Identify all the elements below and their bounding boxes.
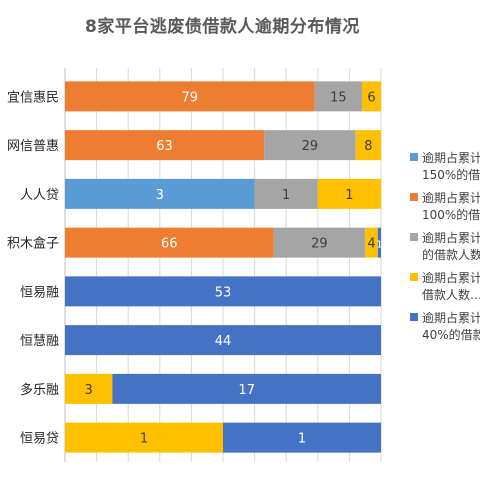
bar-segment	[65, 81, 315, 112]
legend-swatch	[410, 193, 418, 201]
data-label: 15	[330, 90, 347, 105]
bar-segment	[254, 178, 318, 209]
category-label: 积木盒子	[7, 236, 59, 252]
bar-segment	[65, 373, 113, 404]
bar-segment	[355, 130, 381, 161]
bar-segment	[317, 178, 381, 209]
bar-segment	[65, 227, 274, 258]
legend-label: 150%的借…	[422, 167, 480, 182]
data-label: 53	[215, 285, 232, 300]
data-label: 63	[156, 139, 173, 154]
data-label: 8	[364, 139, 372, 154]
bar-segment	[377, 227, 381, 258]
data-label: 1	[376, 240, 382, 251]
data-label: 79	[182, 90, 199, 105]
legend-label: 40%的借款…	[422, 327, 480, 342]
bar-segment	[264, 130, 356, 161]
bar-segment	[65, 422, 223, 453]
legend-label: 逾期占累计	[422, 190, 480, 205]
legend-swatch	[410, 233, 418, 241]
bar-segment	[112, 373, 382, 404]
data-label: 17	[238, 383, 255, 398]
bar-segment	[362, 81, 381, 112]
legend-label: 借款人数…	[422, 287, 480, 302]
legend-label: 逾期占累计	[422, 230, 480, 245]
data-label: 3	[85, 383, 93, 398]
data-label: 1	[282, 188, 290, 203]
data-label: 1	[298, 432, 306, 447]
data-label: 1	[345, 188, 353, 203]
data-label: 4	[367, 237, 375, 252]
legend-swatch	[410, 313, 418, 321]
legend-label: 逾期占累计	[422, 310, 480, 325]
category-label: 宜信惠民	[7, 90, 59, 105]
legend-label: 100%的借…	[422, 207, 480, 222]
category-label: 恒易贷	[20, 432, 59, 447]
bar-segment	[273, 227, 366, 258]
bar-segment	[314, 81, 363, 112]
chart-title: 8家平台逃废债借款人逾期分布情况	[85, 17, 360, 37]
category-label: 恒易融	[20, 285, 59, 300]
data-label: 3	[156, 188, 164, 203]
category-label: 人人贷	[20, 188, 59, 203]
data-label: 6	[367, 90, 375, 105]
bar-segment	[65, 325, 381, 356]
data-label: 44	[215, 334, 232, 349]
legend-swatch	[410, 153, 418, 161]
legend-label: 的借款人数…	[422, 247, 480, 262]
data-label: 1	[140, 432, 148, 447]
category-label: 网信普惠	[7, 139, 59, 154]
legend-label: 逾期占累计	[422, 270, 480, 285]
bar-segment	[223, 422, 381, 453]
data-label: 29	[311, 237, 328, 252]
bar-segment	[365, 227, 378, 258]
bar-segment	[65, 276, 381, 307]
legend-swatch	[410, 273, 418, 281]
category-label: 多乐融	[20, 382, 59, 398]
data-label: 29	[302, 139, 319, 154]
data-label: 66	[161, 237, 178, 252]
bar-segment	[65, 130, 265, 161]
bar-segment	[65, 178, 255, 209]
legend-label: 逾期占累计	[422, 150, 480, 165]
category-label: 恒慧融	[20, 333, 59, 349]
